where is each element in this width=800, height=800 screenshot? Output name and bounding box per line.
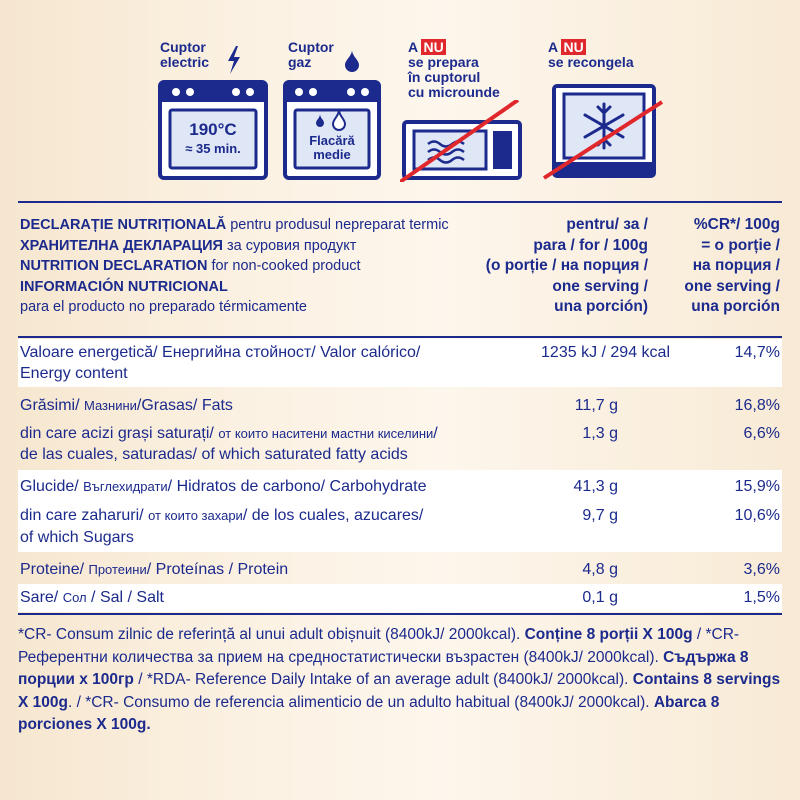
header-description: DECLARAȚIE NUTRIȚIONALĂ pentru produsul …: [20, 217, 449, 315]
saturated-value: 1,3 g: [582, 425, 618, 442]
table-row-saturated: din care acizi grași saturați/ от които …: [20, 425, 780, 463]
footnote-rda: *CR- Consum zilnic de referință al unui …: [18, 626, 781, 733]
freeze-nu-badge: NU: [561, 39, 586, 55]
table-top-rule: [18, 201, 782, 203]
salt-value: 0,1 g: [582, 589, 618, 606]
freeze-label-2: se recongela: [548, 54, 634, 70]
electric-oven-label-2: electric: [160, 54, 210, 70]
lightning-icon: [226, 46, 242, 79]
oven-temperature: 190°C: [189, 120, 237, 139]
table-row-sugars: din care zaharuri/ от които захари/ de l…: [18, 502, 782, 552]
microwave-prefix: A: [408, 39, 422, 55]
energy-percent: 14,7%: [734, 344, 780, 361]
fats-percent: 16,8%: [734, 397, 780, 414]
saturated-percent: 6,6%: [743, 425, 780, 442]
header-bottom-rule: [18, 336, 782, 338]
table-row-fats: Grăsimi/ Мазнини/Grasas/ Fats 11,7 g 16,…: [20, 397, 780, 414]
table-row-salt: Sare/ Сол / Sal / Salt 0,1 g 1,5%: [18, 584, 782, 612]
microwave-block: A NU se prepara în cuptorul cu microunde: [408, 39, 500, 100]
microwave-nu-badge: NU: [421, 39, 446, 55]
table-header: DECLARAȚIE NUTRIȚIONALĂ pentru produsul …: [18, 215, 782, 335]
sugars-value: 9,7 g: [582, 507, 618, 524]
microwave-label-4: cu microunde: [408, 84, 500, 100]
table-row-carbohydrate: Glucide/ Въглехидрати/ Hidratos de carbo…: [18, 470, 782, 502]
carbohydrate-percent: 15,9%: [734, 478, 780, 495]
microwave-label-2: se prepara: [408, 54, 479, 70]
protein-value: 4,8 g: [582, 561, 618, 578]
gas-oven-block: Cuptor gaz: [288, 39, 359, 72]
no-refreeze-icon: [540, 74, 666, 184]
gas-oven-icon: Flacără medie: [283, 80, 381, 180]
gas-oven-label-1: Cuptor: [288, 39, 334, 55]
table-row-protein: Proteine/ Протеини/ Proteínas / Protein …: [20, 561, 780, 578]
header-per-100g: pentru/ за / para / for / 100g (o porție…: [485, 216, 648, 315]
fats-value: 11,7 g: [574, 397, 618, 414]
no-microwave-icon: [400, 100, 525, 182]
electric-oven-block: Cuptor electric: [160, 39, 240, 74]
energy-value: 1235 kJ / 294 kcal: [541, 344, 670, 361]
flame-label-1: Flacără: [309, 133, 355, 148]
header-percent-rda: %CR*/ 100g = o porție / на порция / one …: [684, 216, 780, 315]
sugars-percent: 10,6%: [734, 507, 780, 524]
table-bottom-rule: [18, 613, 782, 615]
flame-drop-icon: [344, 50, 360, 77]
freeze-prefix: A: [548, 39, 562, 55]
flame-label-2: medie: [313, 147, 351, 162]
electric-oven-label-1: Cuptor: [160, 39, 206, 55]
freeze-block: A NU se recongela: [548, 39, 634, 70]
gas-oven-label-2: gaz: [288, 54, 312, 70]
salt-percent: 1,5%: [743, 589, 780, 606]
protein-percent: 3,6%: [743, 561, 780, 578]
table-row-energy: Valoare energetică/ Енергийна стойност/ …: [18, 339, 782, 387]
electric-oven-icon: 190°C ≈ 35 min.: [158, 80, 268, 180]
carbohydrate-value: 41,3 g: [573, 478, 618, 495]
preparation-icons: Cuptor electric 190°C ≈ 35 min. Cuptor g…: [0, 0, 800, 195]
microwave-label-3: în cuptorul: [408, 69, 481, 85]
oven-time: ≈ 35 min.: [185, 141, 241, 156]
